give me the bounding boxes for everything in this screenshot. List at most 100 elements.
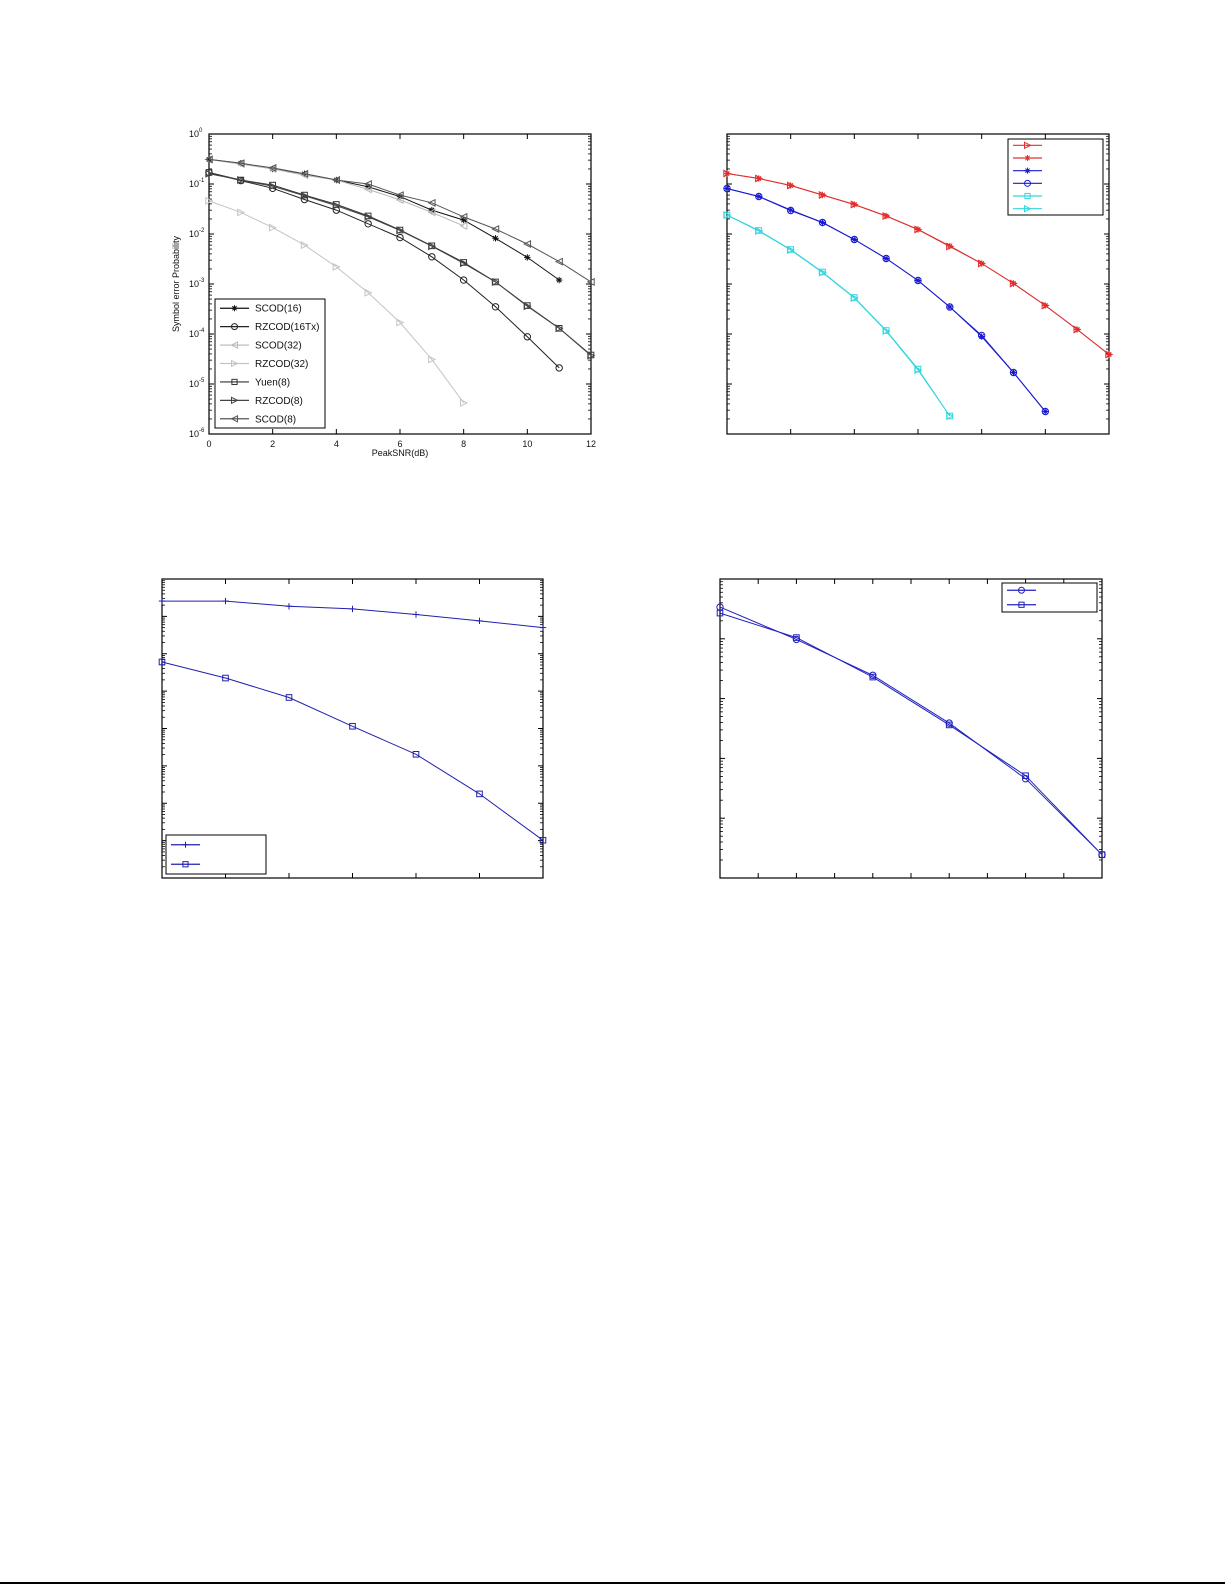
data-series	[205, 169, 596, 360]
y-tick-exponent: -3	[199, 278, 205, 284]
y-tick-exponent: -1	[199, 178, 205, 184]
axis-ticks	[161, 578, 544, 879]
triangle-left-marker-icon	[236, 159, 245, 168]
star-marker-icon	[723, 170, 731, 177]
triangle-right-marker-icon	[882, 326, 891, 336]
circle-marker-icon	[914, 276, 922, 285]
legend-entry: SCOD(8)	[220, 414, 296, 425]
triangle-right-marker-icon	[523, 302, 532, 311]
triangle-right-marker-icon	[205, 169, 214, 178]
square-marker-icon	[869, 673, 877, 681]
square-marker-icon	[349, 722, 356, 730]
axis-ticks	[719, 578, 1103, 879]
plus-marker-icon	[158, 597, 166, 605]
legend-box	[1007, 138, 1104, 216]
triangle-right-marker-icon	[396, 318, 405, 327]
square-marker-icon	[285, 694, 293, 701]
triangle-right-marker-icon	[818, 268, 827, 277]
plus-marker-icon	[412, 611, 420, 618]
triangle-right-marker-icon	[786, 245, 795, 255]
triangle-right-marker-icon	[237, 176, 246, 185]
series-line	[719, 612, 1103, 856]
triangle-right-marker-icon	[914, 365, 923, 375]
legend-entry: Yuen(8)	[220, 377, 290, 388]
square-marker-icon	[539, 836, 547, 844]
triangle-right-marker-icon	[459, 259, 468, 268]
triangle-right-marker-icon	[555, 324, 564, 333]
chart-bottom-left	[158, 578, 547, 879]
triangle-left-marker-icon	[300, 169, 309, 178]
y-tick-label: 10	[189, 379, 199, 389]
circle-marker-icon	[755, 192, 763, 201]
legend-entry	[1007, 601, 1036, 608]
triangle-left-marker-icon	[395, 195, 404, 204]
y-tick-exponent: -4	[199, 328, 205, 334]
triangle-right-marker-icon	[231, 359, 239, 368]
x-tick-label: 10	[522, 439, 532, 449]
triangle-left-marker-icon	[230, 341, 238, 349]
circle-marker-icon	[396, 233, 404, 242]
triangle-left-marker-icon	[586, 277, 595, 286]
circle-marker-icon	[364, 220, 372, 228]
x-tick-label: 8	[461, 439, 466, 449]
series-line	[208, 200, 465, 404]
triangle-left-marker-icon	[332, 176, 341, 185]
circle-marker-icon	[1009, 368, 1018, 377]
legend-entry	[1013, 192, 1042, 200]
y-tick-exponent: 0	[199, 128, 203, 134]
legend-entry	[171, 841, 200, 848]
x-tick-label: 6	[397, 439, 402, 449]
circle-marker-icon	[459, 276, 468, 284]
data-series	[716, 609, 1106, 858]
chart-bottom-right	[716, 578, 1106, 879]
star-marker-icon	[946, 242, 954, 250]
triangle-right-marker-icon	[491, 277, 500, 286]
triangle-right-marker-icon	[300, 191, 309, 200]
legend-entry	[1013, 155, 1042, 161]
square-marker-icon	[158, 658, 166, 666]
plus-marker-icon	[476, 617, 483, 625]
x-tick-label: 0	[206, 439, 211, 449]
triangle-left-marker-icon	[491, 224, 500, 233]
legend	[1001, 582, 1098, 613]
legend-entry	[1013, 179, 1042, 187]
triangle-right-marker-icon	[300, 241, 309, 250]
triangle-left-marker-icon	[363, 185, 372, 194]
plus-marker-icon	[182, 841, 189, 848]
legend-entry	[1013, 204, 1042, 213]
series-line	[208, 172, 560, 369]
triangle-right-marker-icon	[1024, 204, 1032, 213]
series-line	[208, 173, 592, 356]
circle-marker-icon	[231, 323, 238, 331]
x-tick-label: 2	[270, 439, 275, 449]
triangle-left-marker-icon	[554, 257, 563, 266]
triangle-right-marker-icon	[587, 351, 596, 360]
data-series	[158, 597, 547, 631]
legend-label: RZCOD(16Tx)	[255, 322, 319, 333]
square-marker-icon	[1018, 601, 1025, 608]
star-marker-icon	[787, 182, 794, 189]
circle-marker-icon	[1018, 586, 1025, 594]
plot-frame	[161, 578, 544, 879]
series-line	[726, 214, 951, 417]
legend-entry: RZCOD(16Tx)	[220, 322, 319, 333]
circle-marker-icon	[1041, 407, 1050, 416]
legend-entry	[1007, 586, 1036, 594]
plus-marker-icon	[349, 605, 356, 613]
circle-marker-icon	[1024, 179, 1031, 187]
triangle-right-marker-icon	[332, 262, 341, 271]
triangle-right-marker-icon	[231, 396, 239, 405]
star-marker-icon	[978, 260, 985, 267]
circle-marker-icon	[818, 218, 827, 227]
x-tick-label: 4	[334, 439, 339, 449]
triangle-right-marker-icon	[946, 411, 955, 421]
legend-label: RZCOD(32)	[255, 359, 308, 370]
y-tick-label: 10	[189, 279, 199, 289]
triangle-left-marker-icon	[363, 179, 372, 189]
legend-entry	[1013, 141, 1042, 150]
x-tick-label: 12	[586, 439, 596, 449]
triangle-left-marker-icon	[230, 414, 238, 423]
triangle-right-marker-icon	[428, 242, 437, 251]
triangle-right-marker-icon	[396, 226, 405, 235]
